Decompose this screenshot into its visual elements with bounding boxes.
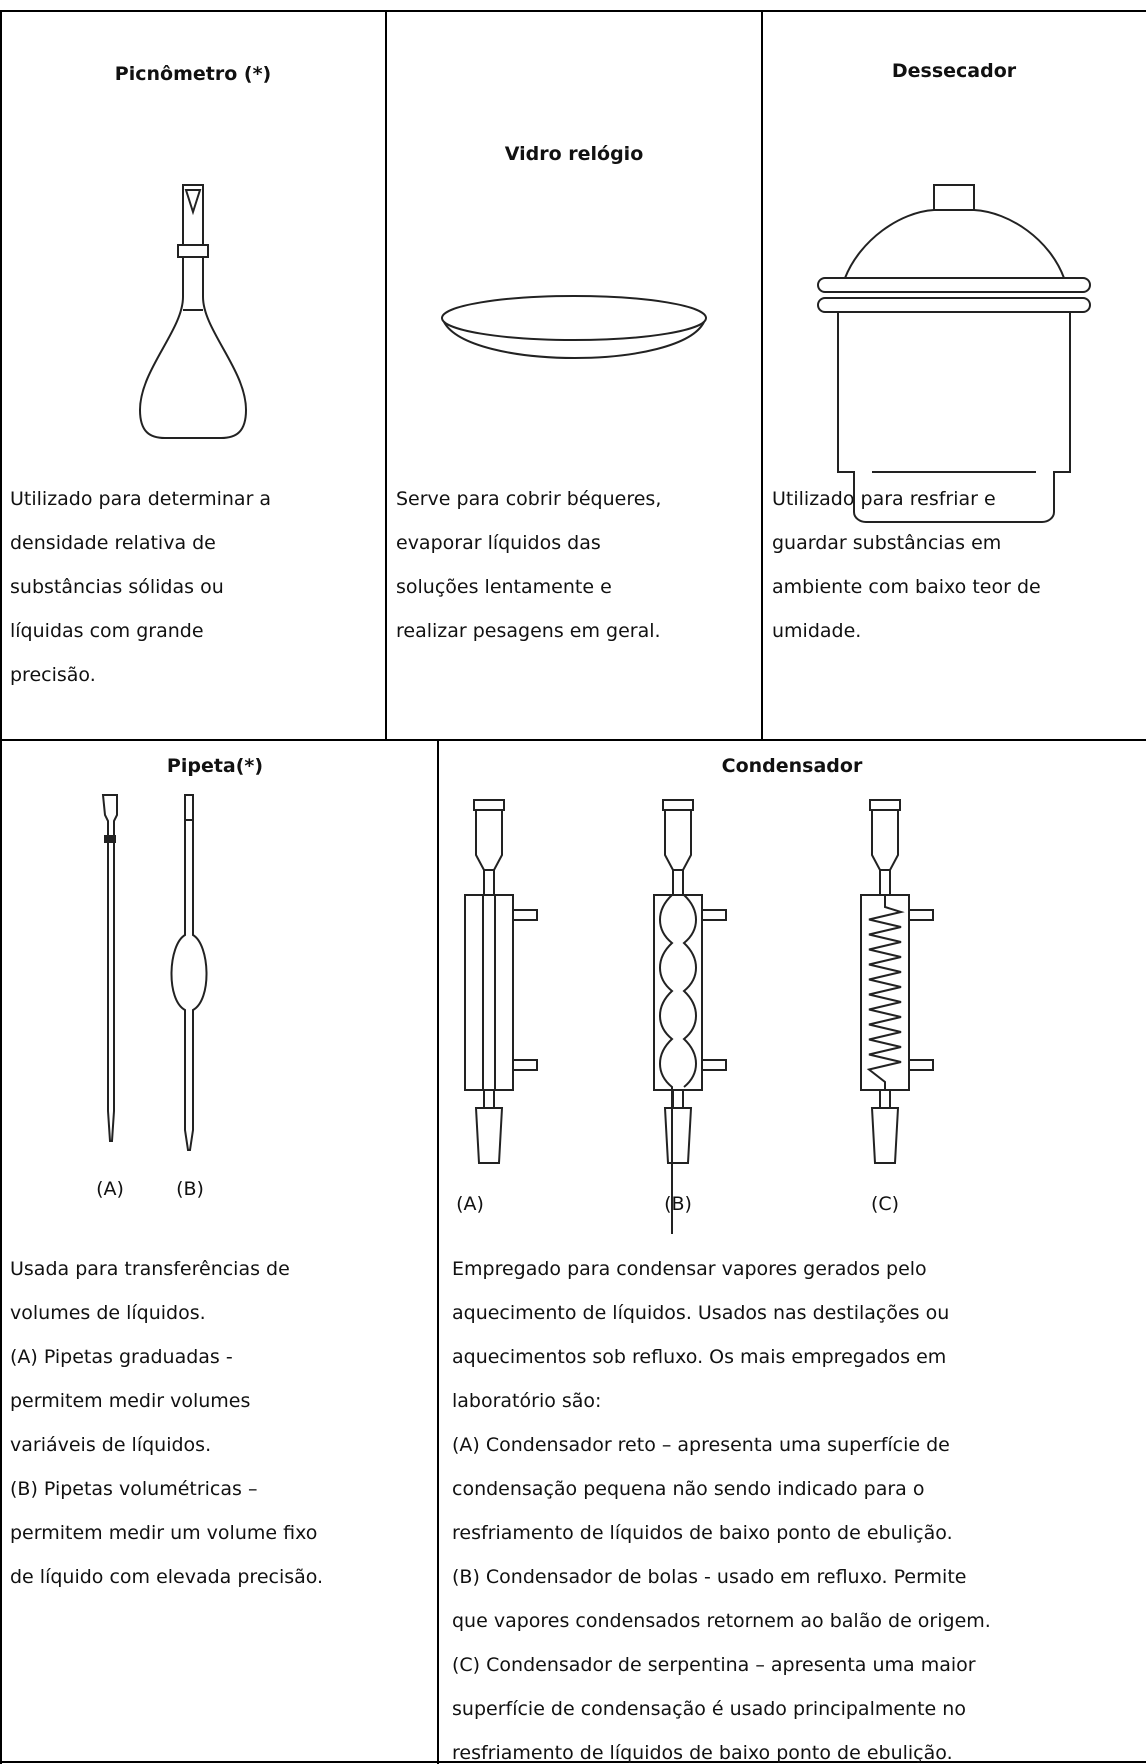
pycnometer-icon (138, 184, 248, 439)
description-line: umidade. (772, 620, 861, 642)
description-line: (A) Condensador reto – apresenta uma sup… (452, 1434, 950, 1456)
description-line: (B) Condensador de bolas - usado em refl… (452, 1566, 966, 1588)
jacket (860, 894, 910, 1091)
description-line: resfriamento de líquidos de baixo ponto … (452, 1742, 953, 1764)
bulb (138, 257, 248, 439)
top-joint (869, 799, 901, 871)
top-joint (662, 799, 694, 871)
knob (933, 184, 975, 211)
table-borders (0, 10, 1146, 1764)
description-line: realizar pesagens em geral. (396, 620, 661, 642)
description-line: variáveis de líquidos. (10, 1434, 211, 1456)
jacket (653, 894, 703, 1091)
figure-label: (A) (96, 1178, 124, 1200)
description-line: superfície de condensação é usado princi… (452, 1698, 966, 1720)
description-line: laboratório são: (452, 1390, 601, 1412)
description-line: soluções lentamente e (396, 576, 612, 598)
top-joint (473, 799, 505, 871)
bottom-joint (870, 1090, 900, 1164)
rim (441, 295, 707, 341)
description-line: guardar substâncias em (772, 532, 1001, 554)
figure-label: (C) (871, 1193, 899, 1215)
rim (817, 297, 1091, 313)
description-line: precisão. (10, 664, 96, 686)
description-line: volumes de líquidos. (10, 1302, 206, 1324)
side-tubes (513, 909, 538, 1071)
description-line: substâncias sólidas ou (10, 576, 224, 598)
description-line: Empregado para condensar vapores gerados… (452, 1258, 927, 1280)
figure-label: (B) (176, 1178, 204, 1200)
jacket (464, 894, 514, 1091)
pipette-b-icon (170, 794, 208, 1151)
description-line: Utilizado para determinar a (10, 488, 271, 510)
description-line: permitem medir volumes (10, 1390, 250, 1412)
cell-title: Vidro relógio (505, 143, 644, 165)
cell-title: Dessecador (892, 60, 1017, 82)
description-line: resfriamento de líquidos de baixo ponto … (452, 1522, 953, 1544)
inner-coil (866, 895, 905, 1090)
lid (844, 209, 1065, 279)
watch-glass-icon (441, 295, 707, 359)
neck (879, 870, 891, 895)
band (104, 835, 116, 843)
description-line: (C) Condensador de serpentina – apresent… (452, 1654, 976, 1676)
description-line: evaporar líquidos das (396, 532, 601, 554)
description-line: permitem medir um volume fixo (10, 1522, 317, 1544)
description-line: (B) Pipetas volumétricas – (10, 1478, 257, 1500)
description-line: (A) Pipetas graduadas - (10, 1346, 233, 1368)
inner-bulbs (659, 894, 697, 1234)
description-line: aquecimentos sob refluxo. Os mais empreg… (452, 1346, 946, 1368)
body (837, 312, 1071, 523)
description-line: aquecimento de líquidos. Usados nas dest… (452, 1302, 949, 1324)
cell-title: Condensador (722, 755, 863, 777)
side-tubes (702, 909, 727, 1071)
neck (672, 870, 684, 895)
cell-title: Pipeta(*) (167, 755, 263, 777)
rim (817, 277, 1091, 293)
inner-tube (482, 895, 496, 1090)
description-line: líquidas com grande (10, 620, 204, 642)
description-line: Serve para cobrir béqueres, (396, 488, 661, 510)
description-line: densidade relativa de (10, 532, 216, 554)
pipette-a-icon (101, 794, 118, 1142)
pipette (101, 794, 118, 1142)
bowl (443, 321, 705, 359)
description-line: Utilizado para resfriar e (772, 488, 996, 510)
desiccator-icon (817, 184, 1091, 523)
collar (177, 244, 209, 258)
condensers (464, 799, 934, 1234)
cell-title: Picnômetro (*) (115, 63, 271, 85)
figure-label: (B) (664, 1193, 692, 1215)
description-line: condensação pequena não sendo indicado p… (452, 1478, 924, 1500)
description-line: que vapores condensados retornem ao balã… (452, 1610, 991, 1632)
side-tubes (909, 909, 934, 1071)
stopper (182, 184, 204, 246)
text-lines: Utilizado para determinar a densidade rel… (10, 488, 1041, 1764)
neck (483, 870, 495, 895)
description-line: Usada para transferências de (10, 1258, 290, 1280)
figure-label: (A) (456, 1193, 484, 1215)
description-line: ambiente com baixo teor de (772, 576, 1041, 598)
description-line: de líquido com elevada precisão. (10, 1566, 323, 1588)
pipette (170, 794, 208, 1151)
bottom-joint (663, 1090, 693, 1164)
bottom-joint (474, 1090, 504, 1164)
